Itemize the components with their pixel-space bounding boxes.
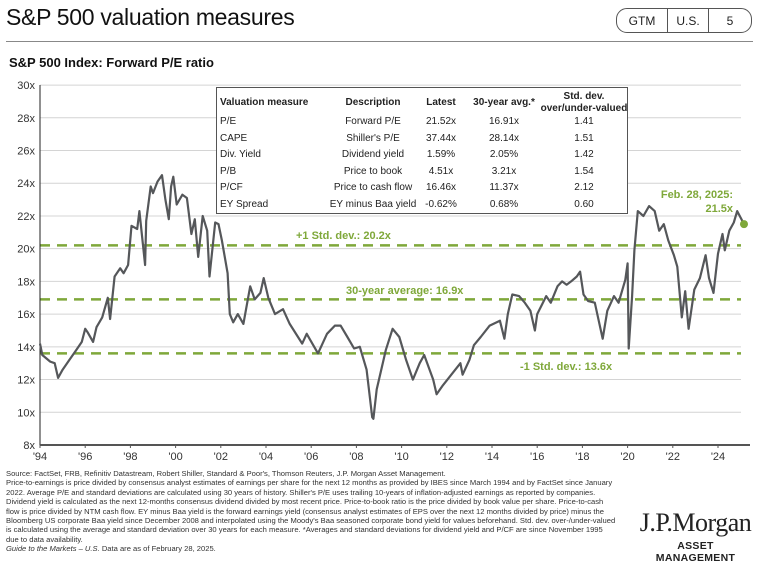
x-tick-label: '12: [440, 451, 454, 463]
pe-chart: 8x 10x 12x 14x 16x 18x 20x 22x 24x 26x 28x 30x '94 '9…: [17, 80, 750, 463]
ref-label-average: 30-year average: 16.9x: [346, 285, 464, 297]
jpmorgan-logo: J.P.Morgan ASSET MANAGEMENT: [638, 508, 753, 564]
table-cell: 21.52x: [425, 116, 457, 127]
table-cell: 1.54: [574, 165, 594, 177]
table-cell: 1.41: [574, 116, 594, 127]
badge-page-number: 5: [708, 9, 751, 32]
y-tick-label: 14x: [17, 342, 35, 354]
x-tick-label: '08: [349, 451, 363, 463]
y-tick-label: 10x: [17, 407, 35, 419]
badge-gtm: GTM: [628, 13, 656, 28]
ref-label-minus1: -1 Std. dev.: 13.6x: [520, 361, 613, 373]
pe-series-line: [38, 174, 745, 420]
table-cell: 2.12: [574, 182, 594, 193]
table-cell: 1.42: [574, 149, 594, 160]
valuation-table: Valuation measure Description Latest 30-…: [216, 87, 628, 214]
table-cell: CAPE: [220, 132, 248, 144]
table-cell: Dividend yield: [341, 149, 405, 160]
x-tick-label: '94: [33, 451, 47, 463]
x-tick-label: '14: [485, 451, 499, 463]
header-divider: [6, 41, 753, 42]
table-cell: Forward P/E: [345, 116, 401, 127]
table-cell: 2.05%: [489, 149, 519, 160]
x-tick-label: '22: [666, 451, 680, 463]
y-tick-label: 30x: [17, 80, 35, 92]
x-tick-label: '04: [259, 451, 273, 463]
table-cell: P/CF: [220, 182, 243, 193]
latest-annotation-value: 21.5x: [705, 203, 733, 215]
y-tick-label: 22x: [17, 211, 35, 223]
footnotes: Source: FactSet, FRB, Refinitiv Datastre…: [6, 469, 616, 554]
table-cell: Div. Yield: [220, 149, 261, 160]
table-row: Div. Yield Dividend yield 1.59% 2.05% 1.42: [217, 147, 627, 164]
table-cell: 16.91x: [488, 116, 520, 127]
as-of-date: Data are as of February 28, 2025.: [99, 544, 216, 554]
source-note: Source: FactSet, FRB, Refinitiv Datastre…: [6, 469, 446, 478]
header-measure: Valuation measure: [220, 97, 309, 108]
table-cell: 28.14x: [488, 132, 520, 144]
table-cell: -0.62%: [425, 198, 457, 210]
badge-region: U.S.: [667, 9, 708, 32]
table-cell: Price to book: [343, 165, 403, 177]
chart-title: S&P 500 Index: Forward P/E ratio: [9, 55, 214, 70]
logo-name: J.P.Morgan: [639, 508, 752, 537]
x-tick-label: '18: [575, 451, 589, 463]
table-cell: 1.59%: [426, 149, 456, 160]
table-cell: P/E: [220, 116, 237, 127]
x-tick-label: '98: [123, 451, 137, 463]
table-cell: 4.51x: [428, 165, 454, 177]
ref-label-plus1: +1 Std. dev.: 20.2x: [296, 230, 391, 242]
x-tick-label: '96: [78, 451, 92, 463]
table-cell: 16.46x: [425, 182, 457, 193]
y-tick-label: 12x: [17, 375, 35, 387]
x-tick-label: '24: [711, 451, 725, 463]
table-cell: EY Spread: [220, 198, 269, 210]
logo-sub: ASSET MANAGEMENT: [655, 540, 736, 564]
header-avg: 30-year avg.*: [473, 97, 535, 108]
x-tick-label: '16: [530, 451, 544, 463]
latest-point-marker: [739, 220, 748, 229]
y-tick-label: 16x: [17, 309, 35, 321]
y-tick-label: 8x: [23, 440, 35, 452]
table-row: P/CF Price to cash flow 16.46x 11.37x 2.12: [217, 180, 627, 197]
table-cell: P/B: [220, 165, 237, 177]
table-cell: 37.44x: [425, 132, 457, 144]
header-stddev: Std. dev.: [563, 91, 605, 102]
header-stddev-2: over/under-valued: [540, 103, 628, 114]
table-cell: Price to cash flow: [333, 182, 413, 193]
y-tick-label: 20x: [17, 244, 35, 256]
x-tick-label: '20: [620, 451, 634, 463]
x-tick-label: '02: [214, 451, 228, 463]
x-tick-label: '10: [394, 451, 408, 463]
y-tick-label: 26x: [17, 146, 35, 158]
page-title: S&P 500 valuation measures: [6, 4, 295, 30]
table-cell: EY minus Baa yield: [329, 198, 417, 210]
methodology-note: Price-to-earnings is price divided by co…: [6, 478, 616, 544]
table-cell: 11.37x: [489, 182, 519, 193]
table-row: EY Spread EY minus Baa yield -0.62% 0.68% 0.…: [217, 197, 627, 214]
y-tick-label: 28x: [17, 113, 35, 125]
y-tick-label: 18x: [17, 276, 35, 288]
table-cell: 0.60: [574, 198, 594, 210]
header-latest: Latest: [426, 97, 456, 108]
header-description: Description: [345, 97, 401, 108]
page-badge: GTM U.S. 5: [616, 8, 752, 33]
table-cell: 3.21x: [491, 165, 517, 177]
guide-title: Guide to the Markets – U.S.: [6, 544, 100, 554]
latest-annotation-date: Feb. 28, 2025:: [660, 189, 733, 201]
table-cell: 0.68%: [489, 198, 519, 210]
table-cell: 1.51: [574, 132, 594, 144]
y-tick-label: 24x: [17, 178, 35, 190]
table-cell: Shiller's P/E: [346, 132, 400, 144]
x-tick-label: '06: [304, 451, 318, 463]
x-tick-label: '00: [168, 451, 182, 463]
table-header: Valuation measure Description Latest 30-…: [217, 91, 628, 114]
table-row: CAPE Shiller's P/E 37.44x 28.14x 1.51: [217, 131, 627, 148]
table-row: P/B Price to book 4.51x 3.21x 1.54: [217, 164, 627, 181]
table-row: P/E Forward P/E 21.52x 16.91x 1.41: [217, 114, 627, 131]
